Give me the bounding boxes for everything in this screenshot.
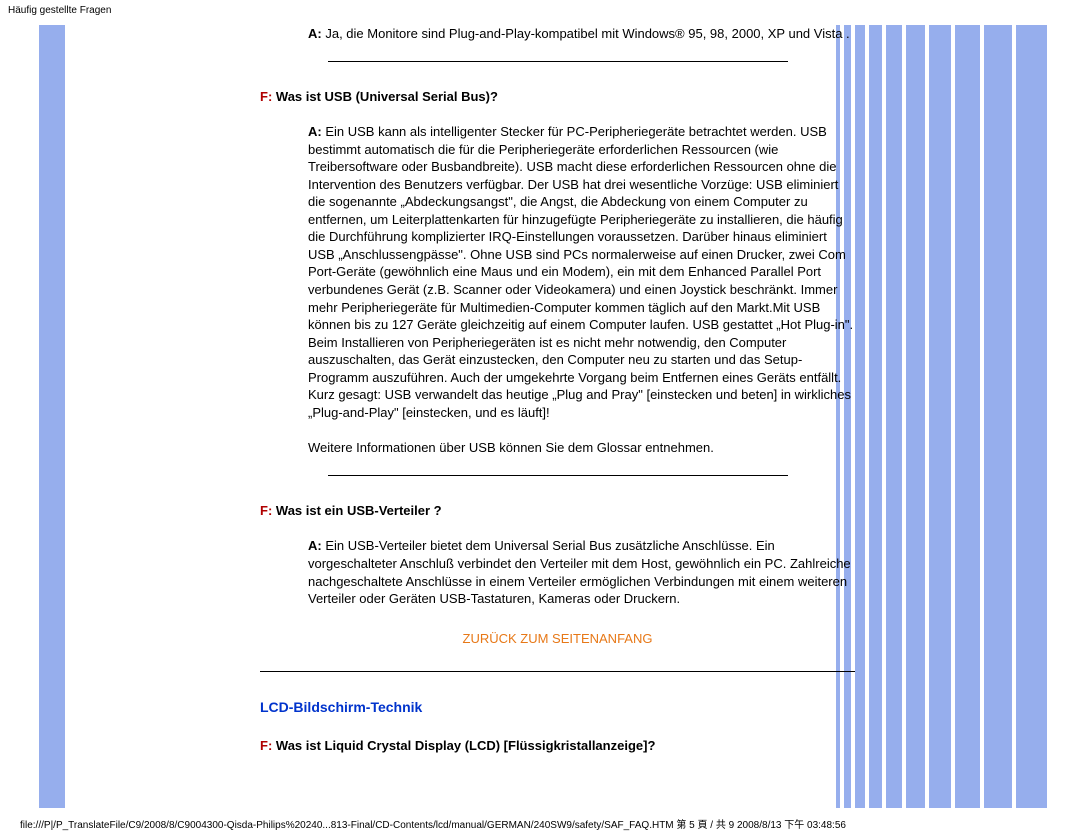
question-prefix: F: [260,738,272,753]
faq-question: F: Was ist USB (Universal Serial Bus)? [260,88,855,106]
answer-text: Ein USB kann als intelligenter Stecker f… [308,124,853,420]
question-prefix: F: [260,503,272,518]
faq-question: F: Was ist ein USB-Verteiler ? [260,502,855,520]
decor-bar [1016,25,1047,808]
faq-answer: A: Ein USB kann als intelligenter Stecke… [260,123,855,421]
faq-extra-note: Weitere Informationen über USB können Si… [308,439,855,457]
decor-bar [955,25,980,808]
section-title: LCD-Bildschirm-Technik [260,698,855,717]
section-separator [260,671,855,672]
answer-label: A: [308,124,322,139]
question-text: Was ist ein USB-Verteiler ? [276,503,442,518]
decor-bar [984,25,1012,808]
back-to-top-link[interactable]: ZURÜCK ZUM SEITENANFANG [260,630,855,648]
page-header-title: Häufig gestellte Fragen [8,5,111,16]
right-decor-bars [832,25,1047,808]
page-footer-path: file:///P|/P_TranslateFile/C9/2008/8/C90… [20,816,846,831]
question-prefix: F: [260,89,272,104]
question-text: Was ist USB (Universal Serial Bus)? [276,89,498,104]
left-decor-bar [39,25,65,808]
answer-text: Ja, die Monitore sind Plug-and-Play-komp… [325,26,849,41]
answer-text: Ein USB-Verteiler bietet dem Universal S… [308,538,851,606]
decor-bar [906,25,925,808]
faq-answer: A: Ja, die Monitore sind Plug-and-Play-k… [260,25,855,43]
answer-label: A: [308,538,322,553]
faq-answer: A: Ein USB-Verteiler bietet dem Universa… [260,537,855,607]
decor-bar [886,25,902,808]
faq-content: A: Ja, die Monitore sind Plug-and-Play-k… [260,25,855,773]
separator [328,475,788,476]
answer-label: A: [308,26,322,41]
decor-bar [929,25,951,808]
decor-bar [855,25,865,808]
faq-question: F: Was ist Liquid Crystal Display (LCD) … [260,737,855,755]
question-text: Was ist Liquid Crystal Display (LCD) [Fl… [276,738,655,753]
separator [328,61,788,62]
decor-bar [869,25,882,808]
